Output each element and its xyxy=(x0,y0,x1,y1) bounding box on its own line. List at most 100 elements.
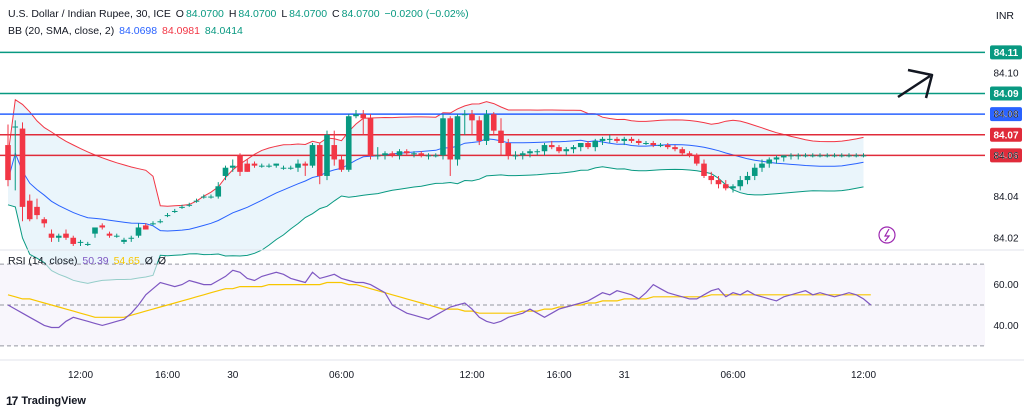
bb-upper-line xyxy=(7,98,864,207)
rsi-extra-2: Ø xyxy=(157,255,167,267)
candle xyxy=(128,237,135,239)
candle xyxy=(215,186,222,197)
bb-label: BB (20, SMA, close, 2) xyxy=(8,25,115,37)
symbol-title: U.S. Dollar / Indian Rupee, 30, ICE xyxy=(8,8,171,20)
arrow-head xyxy=(907,68,934,99)
candle xyxy=(606,138,613,140)
candle xyxy=(70,237,77,244)
candle xyxy=(295,163,301,168)
candle xyxy=(432,155,439,157)
candle xyxy=(382,153,388,156)
time-tick-label: 12:00 xyxy=(851,370,876,381)
high-label: H xyxy=(228,8,237,20)
level-tag-text-2: 84.08 xyxy=(993,110,1018,121)
tradingview-logo-icon: 17 xyxy=(6,394,18,408)
level-tag-3 xyxy=(990,127,1022,142)
bb-legend[interactable]: BB (20, SMA, close, 2) 84.0698 84.0981 8… xyxy=(8,25,245,37)
candle xyxy=(19,128,26,207)
rsi-tick-label: 40.00 xyxy=(993,321,1018,332)
level-tag-text-3: 84.07 xyxy=(993,130,1018,141)
candle xyxy=(672,147,678,150)
candle xyxy=(367,118,374,156)
candle xyxy=(795,155,802,157)
candle xyxy=(483,114,490,141)
candle xyxy=(92,227,98,234)
candle xyxy=(244,163,251,172)
rsi-ma-value: 54.65 xyxy=(113,255,140,267)
candle xyxy=(759,163,765,168)
candle xyxy=(722,184,729,189)
candle xyxy=(425,155,432,157)
rsi-tick-label: 60.00 xyxy=(993,280,1018,291)
candle xyxy=(121,239,127,242)
candle xyxy=(237,155,243,172)
candle xyxy=(222,167,229,176)
rsi-line xyxy=(7,269,872,329)
candle xyxy=(751,167,758,176)
bb-upper-value: 84.0981 xyxy=(162,25,200,37)
rsi-pane xyxy=(0,263,985,347)
time-tick-label: 16:00 xyxy=(546,370,571,381)
candle xyxy=(157,221,164,223)
candle xyxy=(534,151,541,153)
candle xyxy=(309,145,316,166)
currency-label[interactable]: INR xyxy=(995,10,1014,22)
level-tag-text-0: 84.11 xyxy=(994,48,1019,59)
price-pane xyxy=(0,51,985,284)
candle xyxy=(171,210,178,212)
candle xyxy=(403,151,410,154)
candle xyxy=(266,165,272,167)
time-tick-label: 12:00 xyxy=(68,370,93,381)
candle xyxy=(418,153,425,156)
candle xyxy=(490,114,497,131)
candle xyxy=(657,145,664,147)
price-tick-label: 84.08 xyxy=(993,110,1018,121)
candle xyxy=(360,114,367,119)
candle xyxy=(686,153,693,156)
arrow-annotation xyxy=(897,74,931,99)
symbol-legend: U.S. Dollar / Indian Rupee, 30, ICE O 84.… xyxy=(8,8,471,20)
candle xyxy=(541,145,548,152)
candle xyxy=(338,159,345,170)
price-tick-label: 84.04 xyxy=(993,192,1018,203)
candle xyxy=(280,167,287,169)
candle xyxy=(838,155,845,157)
level-tag-text-1: 84.09 xyxy=(993,89,1018,100)
bb-basis-line xyxy=(7,138,864,232)
time-tick-label: 06:00 xyxy=(329,370,354,381)
candle xyxy=(208,196,214,198)
candle xyxy=(519,153,526,156)
candle xyxy=(512,155,519,157)
time-tick-label: 06:00 xyxy=(720,370,745,381)
candle xyxy=(780,155,787,158)
candle xyxy=(621,138,628,141)
rsi-label: RSI (14, close) xyxy=(8,255,78,267)
candle xyxy=(273,163,280,166)
tradingview-logo[interactable]: 17 TradingView xyxy=(6,394,86,408)
candle xyxy=(316,145,323,176)
candle xyxy=(505,143,512,156)
candle xyxy=(324,134,330,176)
candle xyxy=(193,200,200,202)
candle xyxy=(614,138,620,141)
rsi-legend[interactable]: RSI (14, close) 50.39 54.65 Ø Ø xyxy=(8,255,168,267)
low-value: 84.0700 xyxy=(289,8,328,20)
candle xyxy=(200,196,207,198)
rsi-value: 50.39 xyxy=(82,255,109,267)
candle xyxy=(809,155,816,157)
candle xyxy=(179,206,185,208)
time-tick-label: 30 xyxy=(227,370,239,381)
time-tick-label: 12:00 xyxy=(459,370,484,381)
candle xyxy=(106,233,113,236)
candle xyxy=(251,163,258,166)
level-tag-2 xyxy=(990,107,1022,122)
candle xyxy=(846,155,852,157)
candle xyxy=(469,114,475,121)
low-label: L xyxy=(281,8,288,20)
candle xyxy=(643,143,649,144)
candle xyxy=(55,235,62,238)
candle xyxy=(701,163,707,176)
candle xyxy=(135,227,142,236)
axes: 84.1184.0984.0884.0784.0684.1084.0884.06… xyxy=(0,45,1024,381)
